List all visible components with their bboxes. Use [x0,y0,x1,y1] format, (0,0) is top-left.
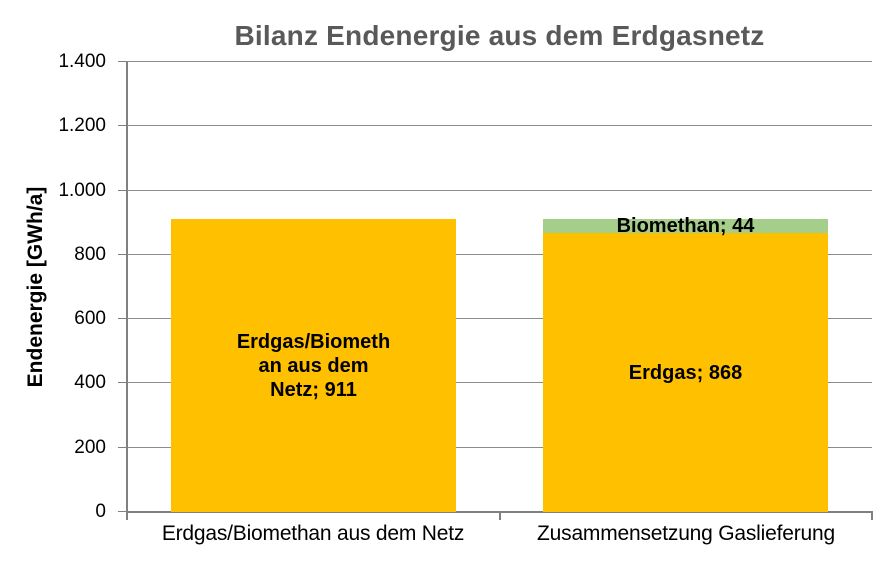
y-tick-mark [118,511,127,512]
gridline [127,254,872,255]
y-axis-title: Endenergie [GWh/a] [24,186,47,388]
bar-data-label-line: Netz; 911 [270,378,357,401]
y-tick-label: 1.000 [58,180,106,201]
y-tick-label: 600 [74,308,106,329]
y-tick-mark [118,382,127,383]
y-tick-mark [118,125,127,126]
gridline [127,447,872,448]
bar-data-label: Biomethan; 44 [543,215,828,237]
bar-data-label: Erdgas; 868 [543,233,828,512]
x-tick-mark [499,511,501,520]
y-tick-label: 1.200 [58,115,106,136]
y-tick-label: 0 [95,501,106,522]
x-category-label: Erdgas/Biomethan aus dem Netz [161,522,465,545]
bar-segment-erdgas [543,233,828,512]
y-tick-label: 1.400 [58,51,106,72]
bar-data-label-line: an aus dem [258,354,369,377]
y-axis-line [126,62,128,520]
x-category-label: Zusammensetzung Gaslieferung [537,522,835,545]
bar-segment-biomethan [543,219,828,233]
y-tick-label: 400 [74,372,106,393]
chart-title: Bilanz Endenergie aus dem Erdgasnetz [234,20,765,51]
gridline [127,61,872,62]
x-tick-mark [871,511,873,520]
gridline [127,318,872,319]
x-tick-mark [126,511,128,520]
y-tick-mark [118,254,127,255]
y-tick-label: 200 [74,437,106,458]
bar-data-label: Erdgas/Biometh an aus dem Netz; 911 [171,219,456,512]
gridline [127,125,872,126]
y-tick-label: 800 [74,244,106,265]
bar-data-label-line: Erdgas/Biometh [236,330,391,353]
y-tick-mark [118,190,127,191]
y-tick-mark [118,447,127,448]
gridline [127,382,872,383]
y-tick-mark [118,61,127,62]
bar-data-label-line: Erdgas; 868 [628,361,743,384]
y-tick-mark [118,318,127,319]
bar-data-label-line: Biomethan; 44 [616,215,755,237]
bar-segment-erdgas-biomethan-aus-dem-netz [171,219,456,512]
gridline [127,190,872,191]
